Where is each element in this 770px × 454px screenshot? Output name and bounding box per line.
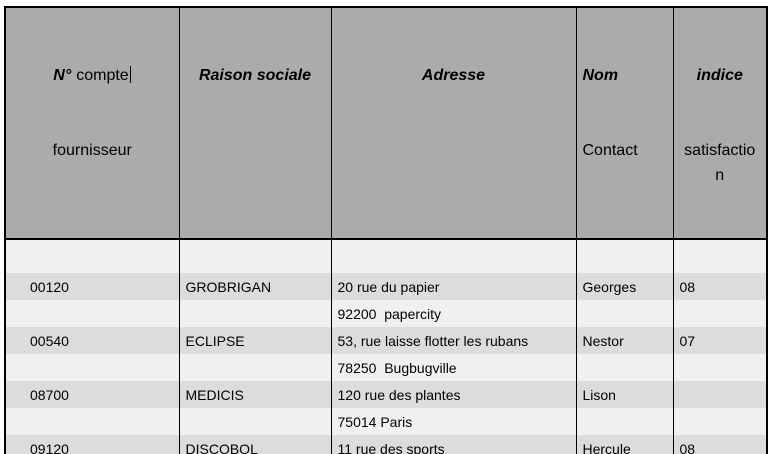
cell-empty[interactable]: [575, 300, 673, 327]
cell-address1[interactable]: 11 rue des sports: [330, 435, 576, 454]
cell-address1[interactable]: 120 rue des plantes: [330, 381, 576, 408]
cell-satisfaction[interactable]: 07: [672, 327, 767, 354]
supplier-row-city: 92200 papercity: [5, 300, 767, 327]
cell-address2[interactable]: 78250 Bugbugville: [330, 354, 576, 381]
cell-contact[interactable]: Hercule: [575, 435, 673, 454]
header-account[interactable]: N° compte fournisseur: [5, 7, 179, 240]
cell-contact[interactable]: Nestor: [575, 327, 673, 354]
header-account-line1: N° compte: [12, 63, 173, 88]
cell-satisfaction[interactable]: [672, 381, 767, 408]
spacer-cell[interactable]: [178, 239, 331, 273]
cell-empty[interactable]: [575, 354, 673, 381]
cell-account[interactable]: 00120: [5, 273, 179, 300]
cell-account[interactable]: 08700: [5, 381, 179, 408]
cell-empty[interactable]: [178, 354, 331, 381]
cell-empty[interactable]: [5, 408, 179, 435]
header-account-strong: N°: [53, 67, 72, 84]
cell-empty[interactable]: [575, 408, 673, 435]
header-company-label: Raison sociale: [198, 67, 312, 84]
cell-address1[interactable]: 53, rue laisse flotter les rubans: [330, 327, 576, 354]
header-account-line2: fournisseur: [52, 142, 132, 159]
supplier-row-main: 08700 MEDICIS 120 rue des plantes Lison: [5, 381, 767, 408]
cell-company[interactable]: DISCOBOL: [178, 435, 331, 454]
cell-account[interactable]: 00540: [5, 327, 179, 354]
suppliers-table: N° compte fournisseur Raison sociale Adre…: [4, 6, 768, 454]
cell-address2[interactable]: 92200 papercity: [330, 300, 576, 327]
spacer-row: [5, 239, 767, 273]
cell-empty[interactable]: [672, 408, 767, 435]
cell-empty[interactable]: [178, 408, 331, 435]
cell-empty[interactable]: [5, 300, 179, 327]
cell-empty[interactable]: [178, 300, 331, 327]
header-satisfaction-line2: satisfaction: [684, 142, 756, 184]
supplier-row-main: 09120 DISCOBOL 11 rue des sports Hercule…: [5, 435, 767, 454]
supplier-row-city: 78250 Bugbugville: [5, 354, 767, 381]
cell-account[interactable]: 09120: [5, 435, 179, 454]
header-address-label: Adresse: [421, 67, 486, 84]
supplier-row-city: 75014 Paris: [5, 408, 767, 435]
cell-satisfaction[interactable]: 08: [672, 435, 767, 454]
cell-company[interactable]: MEDICIS: [178, 381, 331, 408]
spacer-cell[interactable]: [672, 239, 767, 273]
header-company[interactable]: Raison sociale: [178, 7, 331, 240]
table-header-row: N° compte fournisseur Raison sociale Adre…: [5, 7, 767, 240]
header-address[interactable]: Adresse: [330, 7, 576, 240]
header-contact-line2: Contact: [582, 142, 638, 159]
spacer-cell[interactable]: [330, 239, 576, 273]
text-cursor: [129, 66, 132, 83]
spacer-cell[interactable]: [575, 239, 673, 273]
cell-address1[interactable]: 20 rue du papier: [330, 273, 576, 300]
cell-empty[interactable]: [672, 354, 767, 381]
cell-empty[interactable]: [5, 354, 179, 381]
cell-contact[interactable]: Georges: [575, 273, 673, 300]
header-account-rest: compte: [76, 67, 129, 84]
supplier-row-main: 00540 ECLIPSE 53, rue laisse flotter les…: [5, 327, 767, 354]
header-satisfaction-line1: indice: [696, 67, 743, 84]
header-satisfaction[interactable]: indice satisfaction: [672, 7, 767, 240]
cell-contact[interactable]: Lison: [575, 381, 673, 408]
cell-empty[interactable]: [672, 300, 767, 327]
header-contact[interactable]: Nom Contact: [575, 7, 673, 240]
header-contact-line1: Nom: [582, 67, 619, 84]
cell-address2[interactable]: 75014 Paris: [330, 408, 576, 435]
cell-company[interactable]: ECLIPSE: [178, 327, 331, 354]
cell-company[interactable]: GROBRIGAN: [178, 273, 331, 300]
cell-satisfaction[interactable]: 08: [672, 273, 767, 300]
spacer-cell[interactable]: [5, 239, 179, 273]
supplier-row-main: 00120 GROBRIGAN 20 rue du papier Georges…: [5, 273, 767, 300]
